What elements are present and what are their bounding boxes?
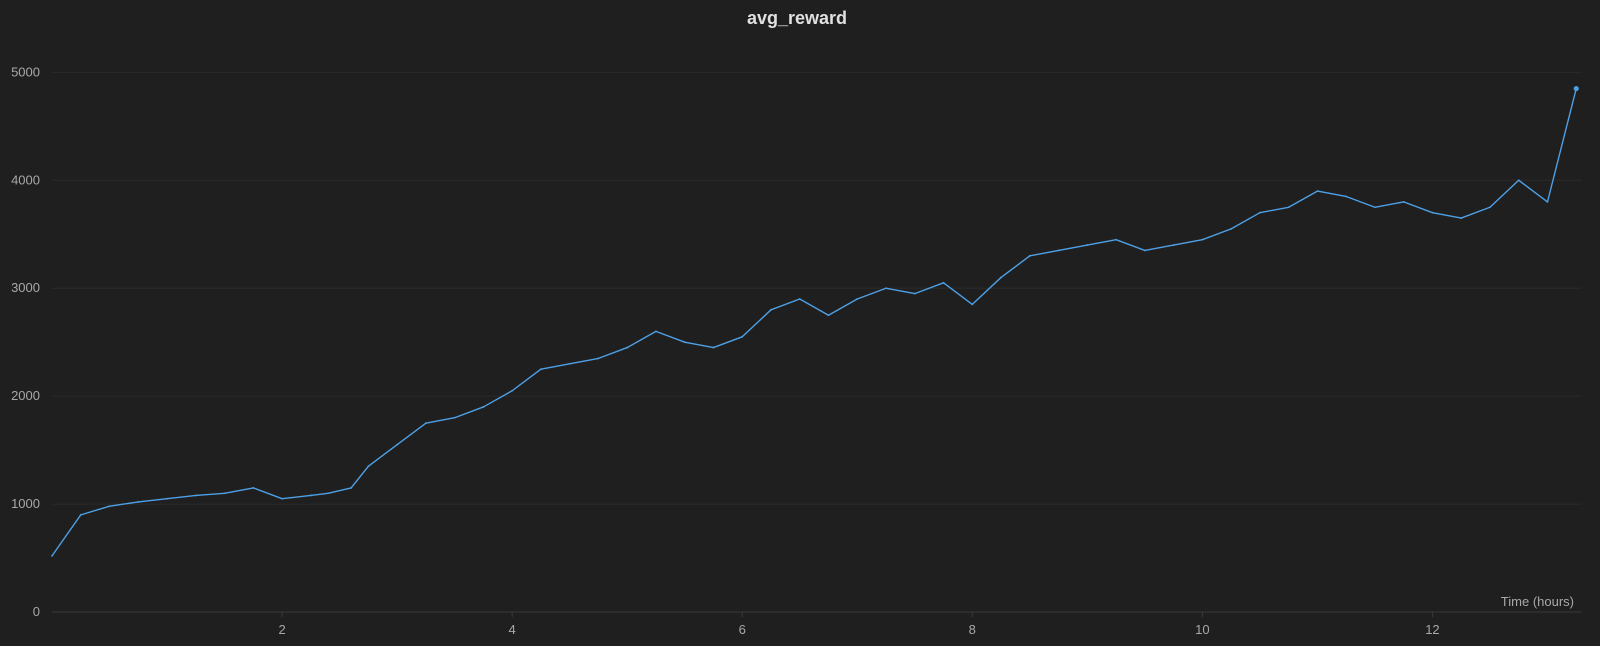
series-point: [655, 330, 657, 333]
series-point: [540, 368, 542, 371]
series-point: [1086, 244, 1089, 246]
series-point: [626, 346, 629, 349]
series-line: [51, 88, 1577, 557]
x-tick-label: 8: [969, 622, 976, 637]
series-point: [1374, 206, 1376, 209]
series-point: [108, 505, 111, 508]
series-point: [827, 314, 830, 317]
series-point: [1115, 238, 1117, 241]
series-point: [1517, 179, 1520, 182]
y-tick-label: 2000: [11, 388, 40, 403]
series-point: [1402, 200, 1405, 203]
chart-title: avg_reward: [747, 8, 847, 28]
y-tick-label: 3000: [11, 280, 40, 295]
series-point: [971, 303, 974, 306]
series-point: [252, 486, 255, 489]
y-tick-label: 5000: [11, 64, 40, 79]
series-point: [223, 492, 226, 495]
series-point: [1230, 227, 1233, 230]
series-point: [1345, 195, 1348, 198]
x-axis-ticks: 2 4 6 8 10 12: [278, 612, 1440, 637]
series-point: [1258, 211, 1261, 214]
series-layer: [51, 85, 1579, 557]
y-tick-label: 0: [33, 604, 40, 619]
series-point: [453, 416, 456, 419]
x-tick-label: 10: [1195, 622, 1209, 637]
series-point: [798, 298, 801, 300]
series-point: [1000, 276, 1002, 279]
series-point: [1573, 85, 1579, 92]
series-point: [79, 513, 82, 516]
series-point: [885, 287, 887, 290]
grid-layer: [52, 71, 1582, 505]
series-point: [856, 298, 859, 300]
series-point: [166, 497, 168, 500]
series-point: [350, 486, 352, 489]
series-point: [424, 422, 427, 425]
series-point: [482, 406, 485, 408]
series-point: [770, 308, 772, 311]
series-point: [281, 497, 283, 500]
series-point: [913, 292, 916, 295]
series-point: [1431, 211, 1434, 214]
series-point: [1316, 190, 1319, 192]
series-point: [367, 465, 370, 468]
series-point: [741, 335, 744, 338]
series-point: [1172, 244, 1175, 246]
series-point: [511, 389, 514, 392]
x-tick-label: 12: [1425, 622, 1439, 637]
series-point: [1546, 200, 1549, 203]
series-point: [396, 443, 399, 446]
y-tick-label: 4000: [11, 172, 40, 187]
y-tick-label: 1000: [11, 496, 40, 511]
x-tick-label: 6: [739, 622, 746, 637]
series-point: [327, 492, 329, 495]
series-point: [194, 494, 197, 497]
series-point: [683, 341, 686, 344]
series-point: [1287, 206, 1290, 209]
x-tick-label: 4: [509, 622, 516, 637]
series-point: [137, 501, 140, 503]
series-point: [1057, 249, 1060, 252]
series-point: [51, 554, 53, 557]
series-point: [597, 357, 600, 360]
series-point: [309, 494, 312, 497]
series-point: [568, 362, 571, 365]
series-point: [1028, 254, 1031, 257]
x-axis-label: Time (hours): [1501, 594, 1574, 609]
x-tick-label: 2: [278, 622, 285, 637]
series-point: [942, 281, 945, 284]
series-point: [1460, 217, 1463, 219]
series-point: [1201, 238, 1204, 241]
series-point: [712, 346, 715, 349]
series-point: [1143, 249, 1146, 252]
y-axis-ticks: 0 1000 2000 3000 4000 5000: [11, 64, 40, 619]
series-point: [1489, 206, 1491, 209]
